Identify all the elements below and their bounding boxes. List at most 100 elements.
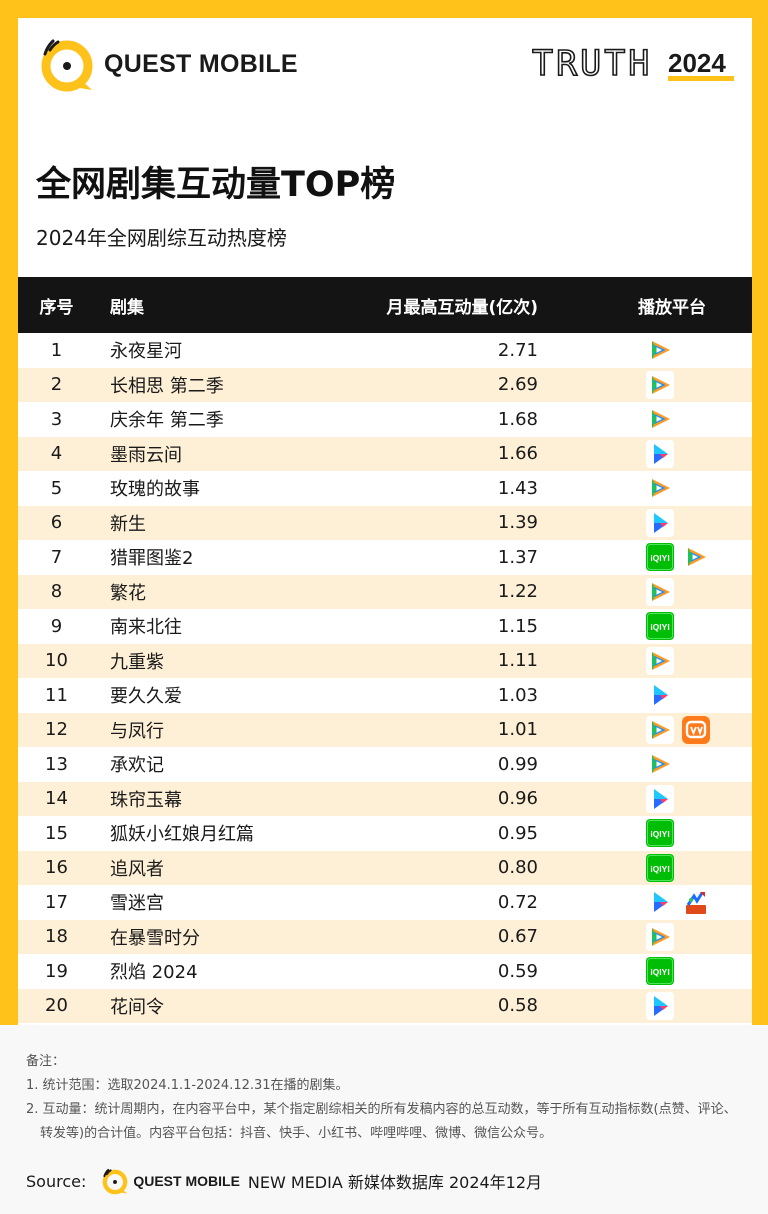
rank-cell: 3 — [50, 408, 63, 430]
platform-cell — [579, 681, 752, 710]
interaction-value-cell: 0.99 — [497, 753, 538, 775]
platform-cell — [579, 439, 752, 468]
drama-name-cell: 承欢记 — [110, 755, 164, 777]
table-row: 13 承欢记 0.99 — [18, 747, 752, 782]
column-header-rank: 序号 — [39, 297, 74, 318]
tencent-video-icon — [646, 405, 674, 434]
drama-name-cell: 与凤行 — [110, 720, 164, 742]
interaction-value-cell: 1.15 — [497, 615, 538, 637]
table-header: 序号 剧集 月最高互动量(亿次) 播放平台 — [18, 277, 752, 333]
rank-cell: 12 — [45, 719, 68, 741]
truth-word: TRUTH — [531, 44, 653, 84]
table-row: 20 花间令 0.58 — [18, 988, 752, 1023]
rank-cell: 14 — [45, 788, 68, 810]
interaction-value-cell: 1.66 — [497, 443, 538, 465]
table-row: 4 墨雨云间 1.66 — [18, 436, 752, 471]
platform-cell — [579, 922, 752, 951]
cctv-video-icon — [682, 888, 710, 917]
drama-name-cell: 玫瑰的故事 — [110, 479, 200, 501]
tencent-video-icon — [646, 474, 674, 503]
platform-cell — [579, 577, 752, 606]
rank-cell: 6 — [50, 512, 63, 534]
interaction-value-cell: 1.01 — [497, 719, 538, 741]
interaction-value-cell: 0.96 — [497, 788, 538, 810]
questmobile-logo: QUEST MOBILE — [36, 34, 298, 94]
table-row: 14 珠帘玉幕 0.96 — [18, 781, 752, 816]
tencent-video-icon — [646, 922, 674, 951]
platform-cell — [579, 750, 752, 779]
rank-cell: 18 — [45, 926, 68, 948]
platform-cell: iQIYI — [579, 612, 752, 641]
table-row: 7 猎罪图鉴2 1.37 iQIYI — [18, 540, 752, 575]
note-item-1: 1. 统计范围：选取2024.1.1-2024.12.31在播的剧集。 — [26, 1078, 349, 1093]
iqiyi-icon: iQIYI — [646, 819, 674, 848]
rank-cell: 4 — [50, 443, 63, 465]
source-logo: QUEST MOBILE — [100, 1166, 240, 1196]
svg-text:iQIYI: iQIYI — [650, 829, 669, 839]
drama-name-cell: 要久久爱 — [110, 686, 182, 708]
rank-cell: 13 — [45, 753, 68, 775]
interaction-value-cell: 2.69 — [497, 374, 538, 396]
drama-name-cell: 新生 — [110, 513, 146, 535]
drama-name-cell: 追风者 — [110, 858, 164, 880]
column-header-drama: 剧集 — [110, 297, 144, 318]
drama-name-cell: 狐妖小红娘月红篇 — [110, 824, 254, 846]
table-row: 15 狐妖小红娘月红篇 0.95 iQIYI — [18, 816, 752, 851]
youku-icon — [646, 508, 674, 537]
table-row: 10 九重紫 1.11 — [18, 643, 752, 678]
rank-cell: 7 — [50, 546, 63, 568]
table-row: 17 雪迷宫 0.72 — [18, 885, 752, 920]
questmobile-small-logo-icon — [103, 1168, 128, 1195]
interaction-value-cell: 1.68 — [497, 408, 538, 430]
iqiyi-icon: iQIYI — [646, 543, 674, 572]
platform-cell — [579, 474, 752, 503]
iqiyi-icon: iQIYI — [646, 853, 674, 882]
svg-text:iQIYI: iQIYI — [650, 967, 669, 977]
interaction-value-cell: 0.80 — [497, 857, 538, 879]
column-header-interaction: 月最高互动量(亿次) — [386, 297, 538, 318]
platform-cell: iQIYI — [579, 819, 752, 848]
table-row: 19 烈焰 2024 0.59 iQIYI — [18, 954, 752, 989]
rank-cell: 15 — [45, 822, 68, 844]
youku-icon — [646, 439, 674, 468]
iqiyi-icon: iQIYI — [646, 957, 674, 986]
interaction-value-cell: 0.72 — [497, 891, 538, 913]
platform-cell — [579, 508, 752, 537]
interaction-value-cell: 1.03 — [497, 684, 538, 706]
tencent-video-icon — [682, 543, 710, 572]
interaction-value-cell: 0.59 — [497, 960, 538, 982]
svg-text:iQIYI: iQIYI — [650, 864, 669, 874]
table-row: 5 玫瑰的故事 1.43 — [18, 471, 752, 506]
brand-name: QUEST MOBILE — [104, 49, 298, 78]
table-row: 18 在暴雪时分 0.67 — [18, 919, 752, 954]
rank-cell: 1 — [50, 339, 63, 361]
interaction-value-cell: 1.43 — [497, 477, 538, 499]
truth-year: 2024 — [668, 48, 726, 78]
truth-2024-badge: TRUTH 2024 — [531, 44, 736, 84]
rank-cell: 9 — [50, 615, 63, 637]
table-row: 16 追风者 0.80 iQIYI — [18, 850, 752, 885]
youku-icon — [646, 888, 674, 917]
platform-cell: iQIYI — [579, 853, 752, 882]
table-row: 3 庆余年 第二季 1.68 — [18, 402, 752, 437]
drama-name-cell: 九重紫 — [110, 651, 164, 673]
interaction-value-cell: 0.67 — [497, 926, 538, 948]
youku-icon — [646, 681, 674, 710]
rank-cell: 11 — [45, 684, 68, 706]
interaction-value-cell: 0.95 — [497, 822, 538, 844]
rank-cell: 2 — [50, 374, 63, 396]
table-row: 9 南来北往 1.15 iQIYI — [18, 609, 752, 644]
drama-name-cell: 永夜星河 — [110, 341, 182, 363]
table-row: 2 长相思 第二季 2.69 — [18, 367, 752, 402]
drama-name-cell: 墨雨云间 — [110, 444, 182, 466]
interaction-value-cell: 2.71 — [497, 339, 538, 361]
svg-text:iQIYI: iQIYI — [650, 622, 669, 632]
rank-cell: 8 — [50, 581, 63, 603]
table-row: 12 与凤行 1.01 — [18, 712, 752, 747]
drama-name-cell: 在暴雪时分 — [110, 927, 200, 949]
platform-cell — [579, 715, 752, 744]
notes-heading: 备注： — [26, 1054, 66, 1069]
tencent-video-icon — [646, 577, 674, 606]
drama-name-cell: 猎罪图鉴2 — [110, 548, 194, 570]
platform-cell: iQIYI — [579, 957, 752, 986]
